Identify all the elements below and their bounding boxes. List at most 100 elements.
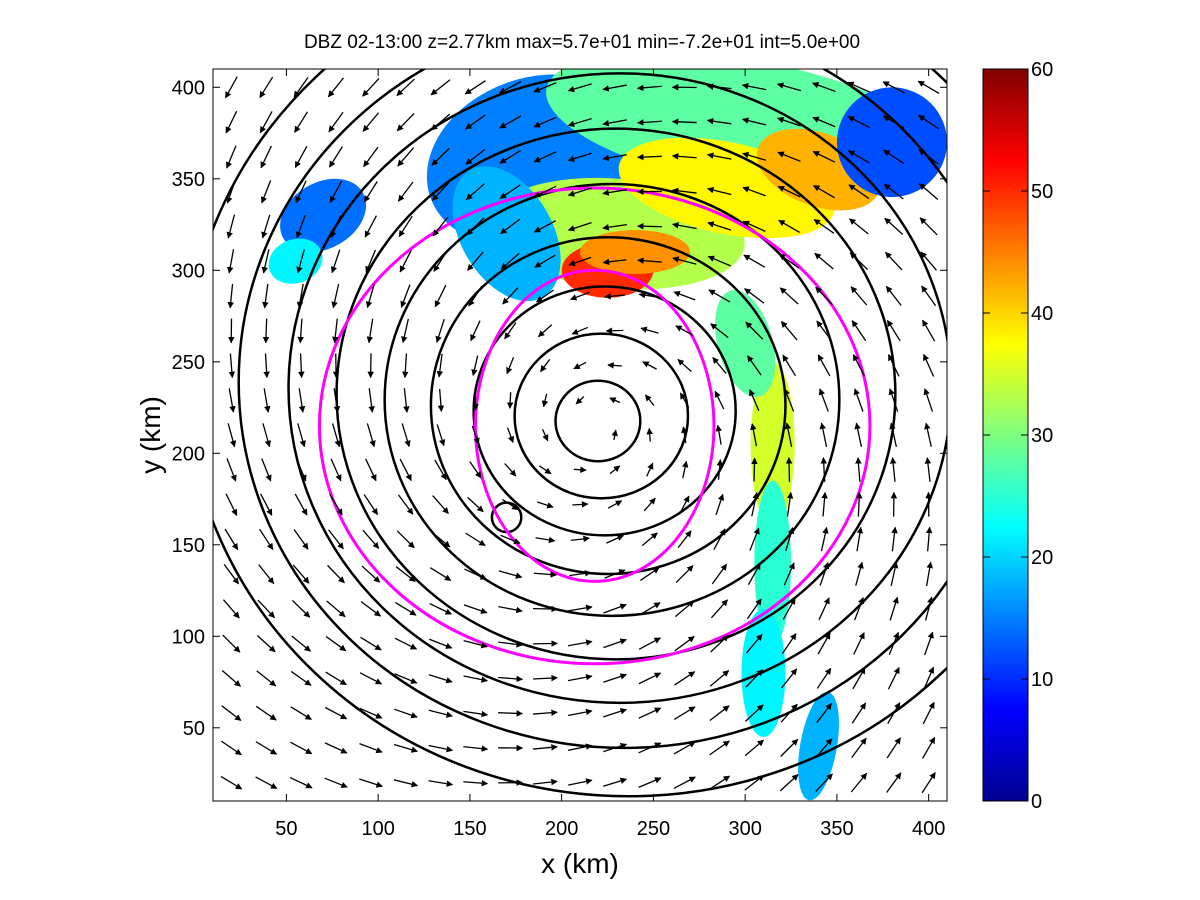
wind-vector	[290, 670, 312, 686]
wind-vector	[255, 705, 277, 721]
wind-vector	[260, 493, 273, 516]
wind-vector	[428, 744, 454, 753]
wind-vector	[221, 705, 242, 722]
wind-vector	[744, 739, 765, 757]
wind-vector	[673, 776, 696, 789]
wind-vector	[812, 116, 836, 128]
wind-vector	[434, 284, 447, 308]
wind-vector	[435, 318, 445, 343]
wind-vector	[472, 390, 479, 411]
wind-vector	[636, 222, 662, 230]
wind-vector	[673, 290, 696, 301]
wind-vector	[393, 743, 418, 753]
wind-vector	[359, 743, 383, 754]
x-tick-label: 200	[545, 818, 578, 840]
wind-vector	[261, 458, 272, 482]
wind-vector	[463, 710, 489, 718]
wind-vector	[642, 361, 657, 370]
wind-vector	[533, 709, 558, 716]
wind-vector	[777, 151, 801, 162]
wind-vector	[225, 493, 238, 516]
wind-vector	[463, 779, 489, 787]
wind-vector	[922, 736, 936, 759]
wind-vector	[681, 460, 689, 479]
wind-vector	[638, 291, 661, 299]
reflectivity-cell	[750, 361, 795, 527]
wind-vector	[330, 458, 342, 482]
reflectivity-cell	[754, 480, 792, 646]
wind-vector	[780, 738, 799, 757]
wind-vector	[852, 354, 865, 377]
wind-vector	[290, 706, 312, 721]
wind-vector	[819, 562, 830, 586]
wind-vector	[504, 322, 517, 340]
wind-vector	[887, 666, 900, 690]
wind-vector	[290, 741, 313, 755]
wind-vector	[394, 708, 418, 719]
wind-vector	[785, 527, 795, 552]
wind-vector	[399, 250, 412, 273]
wind-vector	[710, 599, 729, 619]
wind-vector	[293, 77, 309, 98]
wind-vector	[640, 326, 659, 334]
chart-title: DBZ 02-13:00 z=2.77km max=5.7e+01 min=-7…	[304, 32, 860, 53]
wind-vector	[607, 500, 623, 509]
wind-vector	[533, 82, 557, 93]
wind-vector	[744, 288, 765, 304]
wind-vector	[742, 151, 767, 161]
wind-vector	[638, 777, 662, 788]
wind-vector	[261, 214, 271, 239]
wind-vector	[541, 393, 549, 408]
wind-vector	[889, 596, 899, 621]
wind-vector	[294, 145, 308, 169]
wind-vector	[436, 353, 444, 378]
wind-vector	[291, 599, 311, 618]
x-tick-label: 100	[361, 818, 394, 840]
wind-vector	[326, 600, 346, 618]
wind-vector	[920, 251, 937, 271]
wind-vector	[820, 457, 827, 482]
wind-vector	[815, 773, 833, 792]
wind-vector	[714, 390, 725, 410]
wind-vector	[295, 458, 307, 482]
wind-vector	[567, 639, 593, 647]
wind-vector	[262, 318, 270, 344]
x-axis-label: x (km)	[541, 848, 619, 879]
wind-vector	[779, 774, 799, 792]
wind-vector	[394, 637, 418, 650]
wind-vector	[255, 741, 278, 755]
wind-vector	[745, 669, 764, 688]
wind-vector	[675, 325, 694, 337]
wind-vector	[573, 466, 587, 474]
wind-vector	[471, 425, 480, 445]
wind-vector	[855, 457, 862, 482]
wind-vector	[638, 637, 661, 650]
wind-vector	[223, 563, 240, 585]
wind-vector	[227, 283, 234, 309]
wind-vector	[602, 258, 627, 266]
wind-vector	[924, 596, 934, 621]
wind-vector	[851, 702, 867, 724]
wind-vector	[919, 217, 938, 236]
wind-vector	[856, 526, 864, 552]
wind-vector	[437, 389, 445, 413]
wind-vector	[294, 111, 309, 133]
wind-vector	[925, 526, 933, 552]
wind-vector	[917, 80, 940, 94]
wind-vector	[363, 146, 379, 168]
wind-vector	[502, 498, 519, 511]
colorbar-tick-label: 10	[1031, 669, 1053, 691]
wind-vector	[706, 117, 732, 125]
wind-vector	[641, 532, 658, 547]
wind-vector	[257, 599, 275, 619]
wind-vector	[679, 495, 690, 514]
wind-vector	[672, 222, 697, 230]
wind-vector	[638, 672, 662, 685]
wind-vector	[709, 670, 730, 687]
wind-vector	[710, 634, 729, 653]
colorbar-tick-label: 50	[1031, 181, 1053, 203]
wind-vector	[781, 668, 798, 689]
wind-vector	[499, 149, 521, 164]
colorbar-tick-label: 60	[1031, 59, 1053, 81]
